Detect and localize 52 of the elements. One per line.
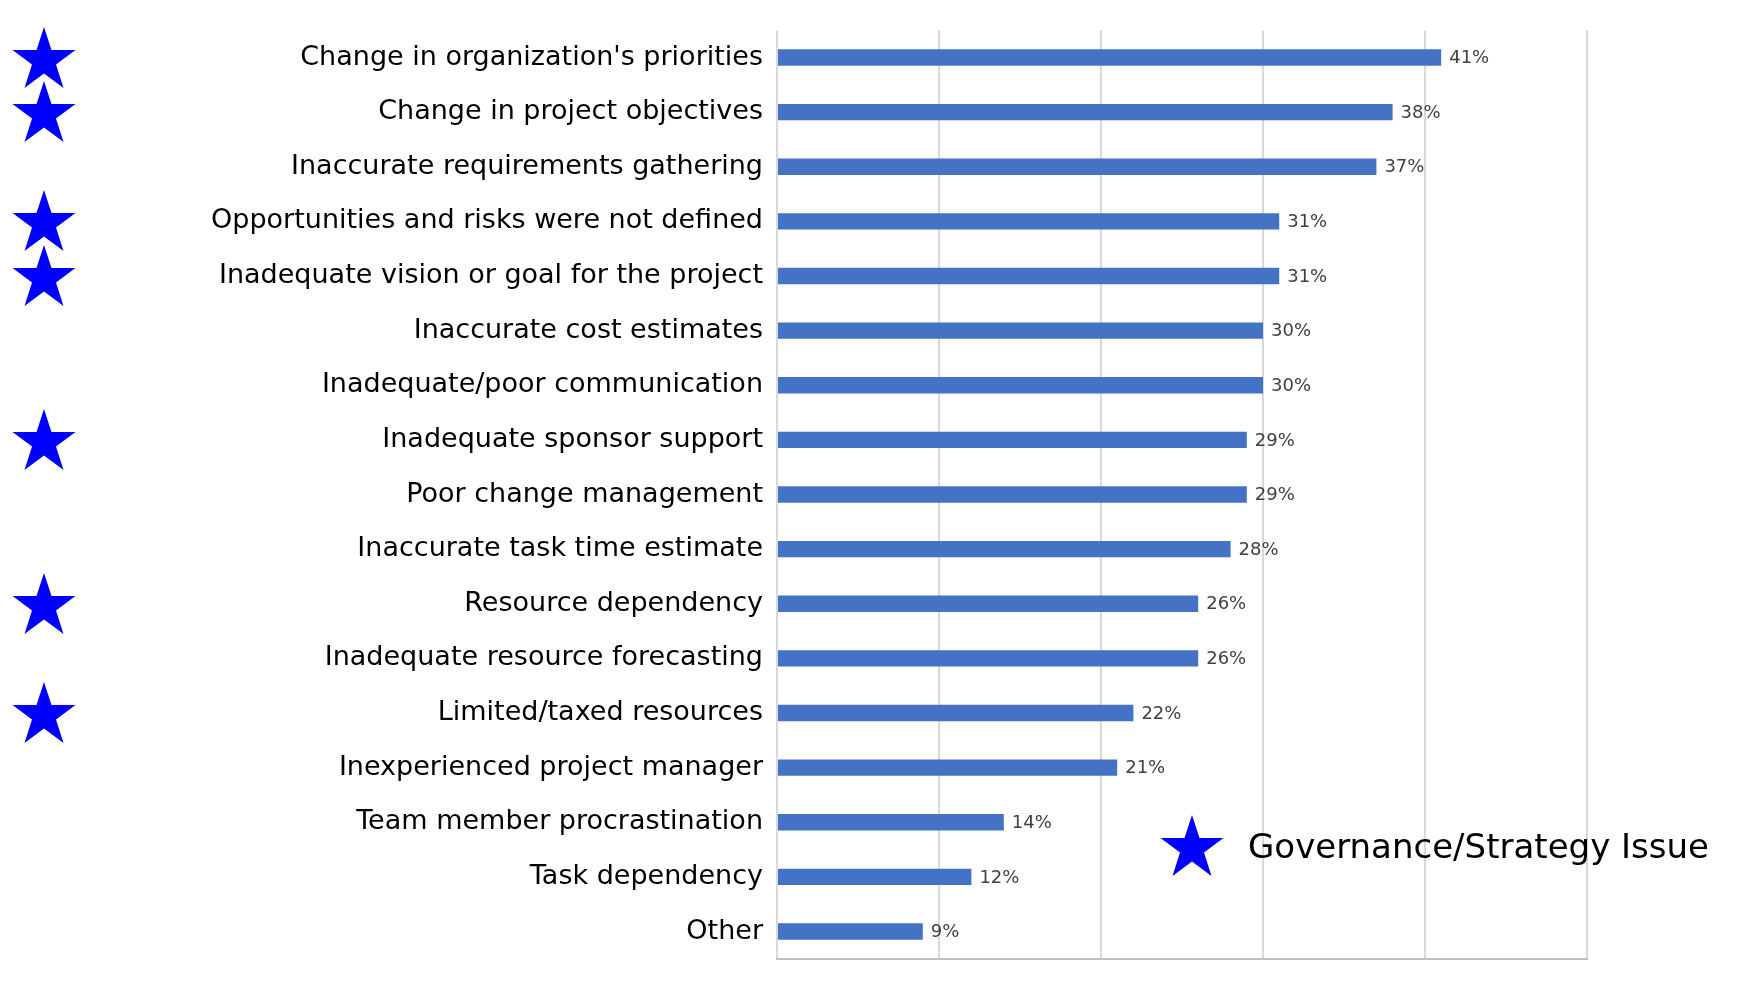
bar (778, 923, 923, 940)
y-tick-label: Change in organization's priorities (300, 39, 763, 71)
data-label: 37% (1384, 155, 1425, 177)
y-tick-label: Task dependency (528, 858, 764, 890)
bar (778, 759, 1118, 776)
bar (778, 486, 1247, 503)
bar (778, 595, 1199, 612)
data-label: 29% (1254, 483, 1295, 505)
data-label: 31% (1287, 210, 1328, 232)
data-label: 29% (1254, 428, 1295, 450)
bar (778, 49, 1442, 66)
bar (778, 650, 1199, 667)
data-label: 26% (1206, 592, 1247, 614)
bar (778, 431, 1247, 449)
y-tick-label: Resource dependency (464, 585, 764, 617)
annotation: Governance/Strategy Issue (1248, 826, 1709, 866)
y-tick-label: Inaccurate cost estimates (413, 312, 763, 344)
y-tick-label: Inadequate vision or goal for the project (218, 258, 763, 290)
data-label: 14% (1011, 810, 1052, 832)
bar (778, 540, 1231, 558)
bar (778, 158, 1377, 175)
y-tick-label: Team member procrastination (355, 804, 763, 836)
bar (778, 322, 1263, 339)
bar (778, 213, 1280, 230)
bar (778, 267, 1280, 285)
data-label: 9% (930, 920, 960, 942)
bar (778, 814, 1004, 831)
y-tick-label: Inexperienced project manager (338, 749, 764, 781)
y-tick-label: Inaccurate task time estimate (357, 531, 763, 563)
data-label: 26% (1206, 647, 1247, 669)
bar (778, 704, 1134, 722)
data-label: 38% (1400, 100, 1441, 122)
y-tick-label: Other (686, 913, 764, 945)
y-tick-label: Inadequate/poor communication (321, 367, 763, 399)
data-label: 41% (1449, 46, 1490, 68)
data-label: 28% (1238, 537, 1279, 559)
y-tick-label: Inadequate sponsor support (382, 421, 763, 453)
data-label: 12% (979, 865, 1020, 887)
data-label: 21% (1125, 756, 1166, 778)
y-tick-label: Inadequate resource forecasting (324, 640, 763, 672)
data-label: 22% (1141, 701, 1182, 723)
y-tick-label: Opportunities and risks were not defined (211, 203, 763, 235)
y-tick-label: Inaccurate requirements gathering (291, 148, 763, 180)
data-label: 30% (1271, 319, 1312, 341)
bar (778, 868, 972, 886)
bar (778, 377, 1263, 394)
y-tick-label: Limited/taxed resources (437, 695, 763, 727)
y-tick-label: Change in project objectives (378, 94, 763, 126)
data-label: 30% (1271, 373, 1312, 395)
y-tick-label: Poor change management (406, 476, 763, 508)
bar (778, 103, 1393, 121)
data-label: 31% (1287, 264, 1328, 286)
